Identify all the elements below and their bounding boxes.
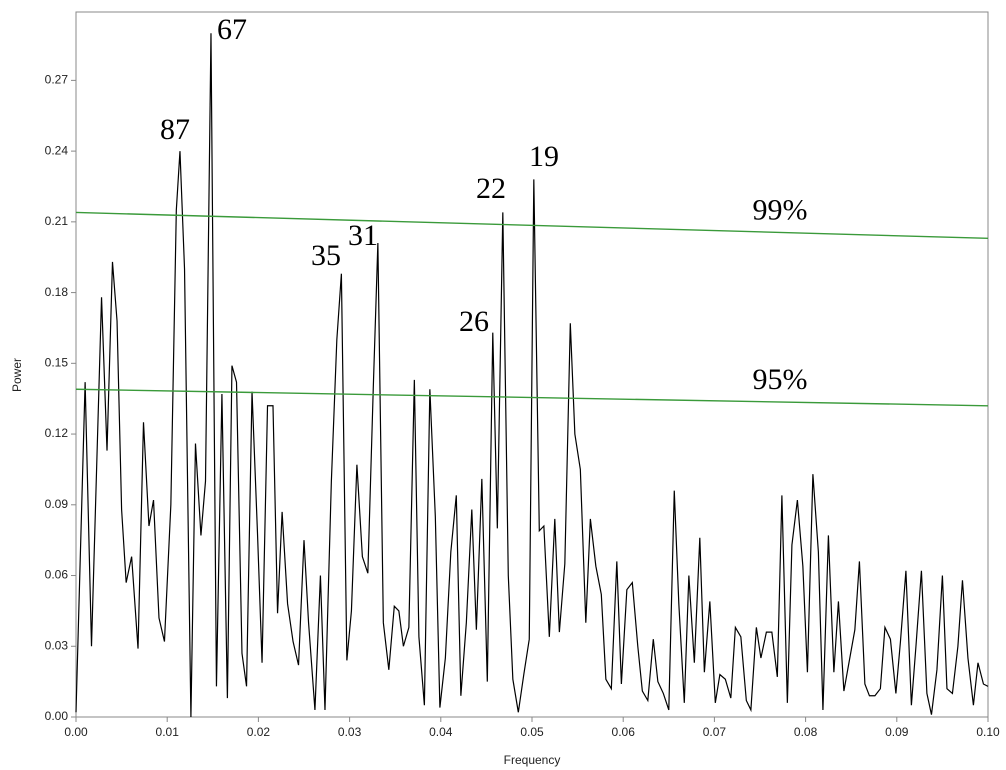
peak-label: 22 bbox=[476, 172, 506, 205]
significance-label: 95% bbox=[753, 363, 808, 396]
peak-label: 19 bbox=[529, 140, 559, 173]
x-tick-label: 0.05 bbox=[520, 725, 544, 739]
significance-line bbox=[75, 388, 989, 407]
y-axis-label: Power bbox=[10, 358, 24, 392]
peak-label: 87 bbox=[160, 113, 190, 146]
x-tick-label: 0.07 bbox=[703, 725, 727, 739]
significance-line bbox=[75, 211, 989, 240]
x-axis-label: Frequency bbox=[504, 753, 561, 767]
x-tick-label: 0.10 bbox=[976, 725, 1000, 739]
y-tick-label: 0.18 bbox=[45, 285, 69, 299]
y-tick-label: 0.00 bbox=[45, 709, 69, 723]
y-tick-label: 0.27 bbox=[45, 73, 69, 87]
x-tick-label: 0.08 bbox=[794, 725, 818, 739]
power-line bbox=[75, 33, 989, 718]
y-tick-label: 0.24 bbox=[45, 143, 69, 157]
x-tick-label: 0.02 bbox=[247, 725, 271, 739]
x-tick-label: 0.04 bbox=[429, 725, 453, 739]
significance-label: 99% bbox=[753, 193, 808, 226]
x-tick-label: 0.01 bbox=[156, 725, 180, 739]
peak-label: 35 bbox=[311, 239, 341, 272]
x-tick-label: 0.09 bbox=[885, 725, 909, 739]
x-tick-label: 0.00 bbox=[64, 725, 88, 739]
peak-label: 67 bbox=[217, 13, 247, 46]
y-tick-label: 0.09 bbox=[45, 497, 69, 511]
y-tick-label: 0.21 bbox=[45, 214, 69, 228]
y-tick-label: 0.12 bbox=[45, 426, 69, 440]
x-tick-label: 0.06 bbox=[612, 725, 636, 739]
x-tick-label: 0.03 bbox=[338, 725, 362, 739]
peak-label: 31 bbox=[348, 219, 378, 252]
y-tick-label: 0.15 bbox=[45, 355, 69, 369]
y-tick-label: 0.03 bbox=[45, 638, 69, 652]
y-tick-label: 0.06 bbox=[45, 568, 69, 582]
peak-label: 26 bbox=[459, 305, 489, 338]
